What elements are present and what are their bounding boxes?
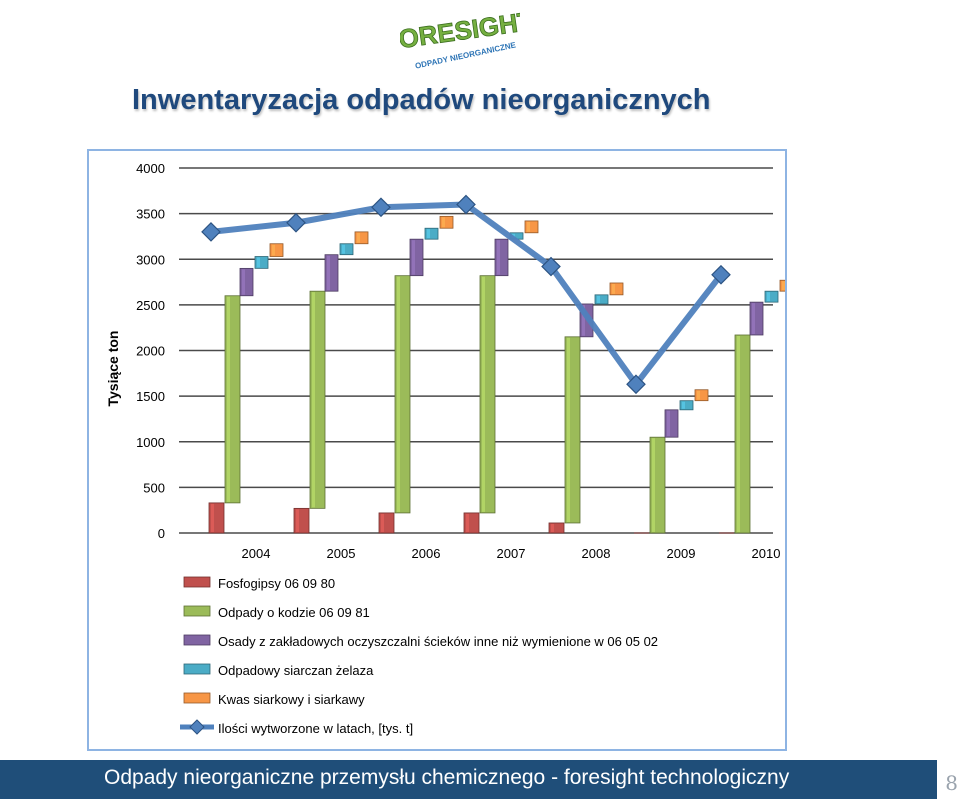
line-marker: [541, 256, 561, 277]
x-tick-label: 2005: [327, 546, 356, 561]
bar-highlight: [597, 295, 600, 303]
bar-highlight: [342, 244, 345, 254]
bar-highlight: [466, 513, 469, 532]
page-title: Inwentaryzacja odpadów nieorganicznych: [132, 84, 711, 116]
bar-highlight: [227, 296, 230, 502]
line-marker: [456, 194, 476, 215]
bar-highlight: [782, 281, 785, 291]
bar-highlight: [767, 292, 770, 302]
bar-highlight: [427, 229, 430, 239]
chart: 0 500 1000 1500 2000 2500 3000 3500 4000 Tysiące …: [105, 161, 785, 736]
bar-highlight: [752, 303, 755, 334]
y-tick-label: 1500: [136, 389, 165, 404]
bar-highlight: [296, 509, 299, 532]
bar-highlight: [612, 283, 615, 294]
bar-highlight: [211, 503, 214, 532]
y-tick-label: 2500: [136, 298, 165, 313]
bar-odpadowy: [764, 290, 779, 303]
bar-odpadowy: [424, 227, 439, 240]
bar-kwas: [609, 282, 624, 296]
legend-label: Osady z zakładowych oczyszczalni ścieków…: [218, 634, 658, 649]
bar-highlight: [567, 337, 570, 522]
footer-bar: Odpady nieorganiczne przemysłu chemiczne…: [0, 760, 937, 799]
legend-label: Fosfogipsy 06 09 80: [218, 576, 335, 591]
y-tick-label: 1000: [136, 435, 165, 450]
bar-highlight: [257, 257, 260, 268]
x-tick-label: 2009: [667, 546, 696, 561]
legend-marker: [189, 719, 205, 735]
line-marker: [711, 264, 731, 285]
bar-osady: [749, 301, 764, 336]
line-series: [210, 201, 724, 388]
x-tick-label: 2006: [412, 546, 441, 561]
y-tick-label: 0: [158, 526, 165, 541]
bar-highlight: [272, 244, 275, 256]
bar-kwas: [354, 231, 369, 245]
y-axis-label: Tysiące ton: [105, 331, 121, 407]
bar-osady: [239, 267, 254, 297]
bar-highlight: [667, 410, 670, 437]
bar-osady: [324, 254, 339, 292]
bar-odpadowy: [254, 256, 269, 269]
bar-highlight: [551, 523, 554, 532]
x-tick-label: 2007: [497, 546, 526, 561]
bar-highlight: [327, 255, 330, 291]
bar-kwas: [694, 389, 709, 402]
line-marker: [371, 197, 391, 218]
foresight-logo: FORESIGHT ODPADY NIEORGANICZNE: [400, 5, 520, 70]
legend-swatch: [183, 692, 211, 704]
bar-highlight: [412, 240, 415, 275]
bar-highlight: [381, 513, 384, 532]
bar-highlight: [697, 390, 700, 400]
legend-swatch: [183, 576, 211, 588]
bar-highlight: [527, 221, 530, 232]
bar-kwas: [524, 220, 539, 234]
x-tick-label: 2004: [242, 546, 271, 561]
legend-label: Kwas siarkowy i siarkawy: [218, 692, 365, 707]
chart-container: 0 500 1000 1500 2000 2500 3000 3500 4000 Tysiące …: [87, 149, 787, 751]
bar-odpadowy: [339, 243, 354, 256]
footer-text: Odpady nieorganiczne przemysłu chemiczne…: [104, 766, 790, 789]
legend-label: Odpady o kodzie 06 09 81: [218, 605, 370, 620]
bar-highlight: [682, 401, 685, 409]
bar-highlight: [242, 269, 245, 295]
legend-swatch: [183, 605, 211, 617]
bar-highlight: [737, 335, 740, 532]
x-tick-label: 2008: [582, 546, 611, 561]
bar-highlight: [312, 292, 315, 508]
y-tick-label: 2000: [136, 344, 165, 359]
bar-fosfogipsy: [548, 522, 565, 534]
legend-swatch: [183, 634, 211, 646]
bar-highlight: [442, 217, 445, 228]
bar-highlight: [582, 304, 585, 336]
bar-kwas: [269, 243, 284, 257]
y-tick-label: 4000: [136, 161, 165, 176]
bar-highlight: [497, 240, 500, 275]
y-tick-label: 3500: [136, 207, 165, 222]
bar-highlight: [482, 276, 485, 512]
line-marker: [286, 212, 306, 233]
bar-osady: [664, 409, 679, 438]
line-marker: [626, 374, 646, 395]
bar-kwas: [439, 215, 454, 229]
bar-odpadowy: [594, 294, 609, 305]
bar-highlight: [652, 438, 655, 532]
page-number: 8: [945, 771, 958, 795]
legend-label: Ilości wytworzone w latach, [tys. t]: [218, 721, 413, 736]
legend-swatch: [183, 663, 211, 675]
legend-label: Odpadowy siarczan żelaza: [218, 663, 374, 678]
x-tick-label: 2010: [752, 546, 781, 561]
bar-odpadowy: [679, 400, 694, 411]
bar-highlight: [397, 276, 400, 512]
bar-highlight: [357, 232, 360, 243]
y-tick-label: 3000: [136, 252, 165, 267]
line-marker: [201, 222, 221, 242]
bar-osady: [494, 238, 509, 277]
y-tick-label: 500: [143, 480, 165, 495]
bar-osady: [409, 238, 424, 277]
